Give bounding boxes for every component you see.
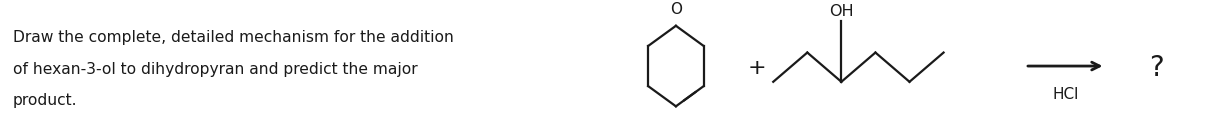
Text: product.: product. (13, 93, 78, 108)
Text: Draw the complete, detailed mechanism for the addition: Draw the complete, detailed mechanism fo… (13, 30, 454, 45)
Text: ?: ? (1149, 54, 1164, 82)
Text: +: + (748, 58, 767, 78)
Text: of hexan-3-ol to dihydropyran and predict the major: of hexan-3-ol to dihydropyran and predic… (13, 62, 418, 77)
Text: OH: OH (829, 4, 854, 19)
Text: O: O (670, 2, 682, 17)
Text: HCl: HCl (1052, 87, 1078, 102)
